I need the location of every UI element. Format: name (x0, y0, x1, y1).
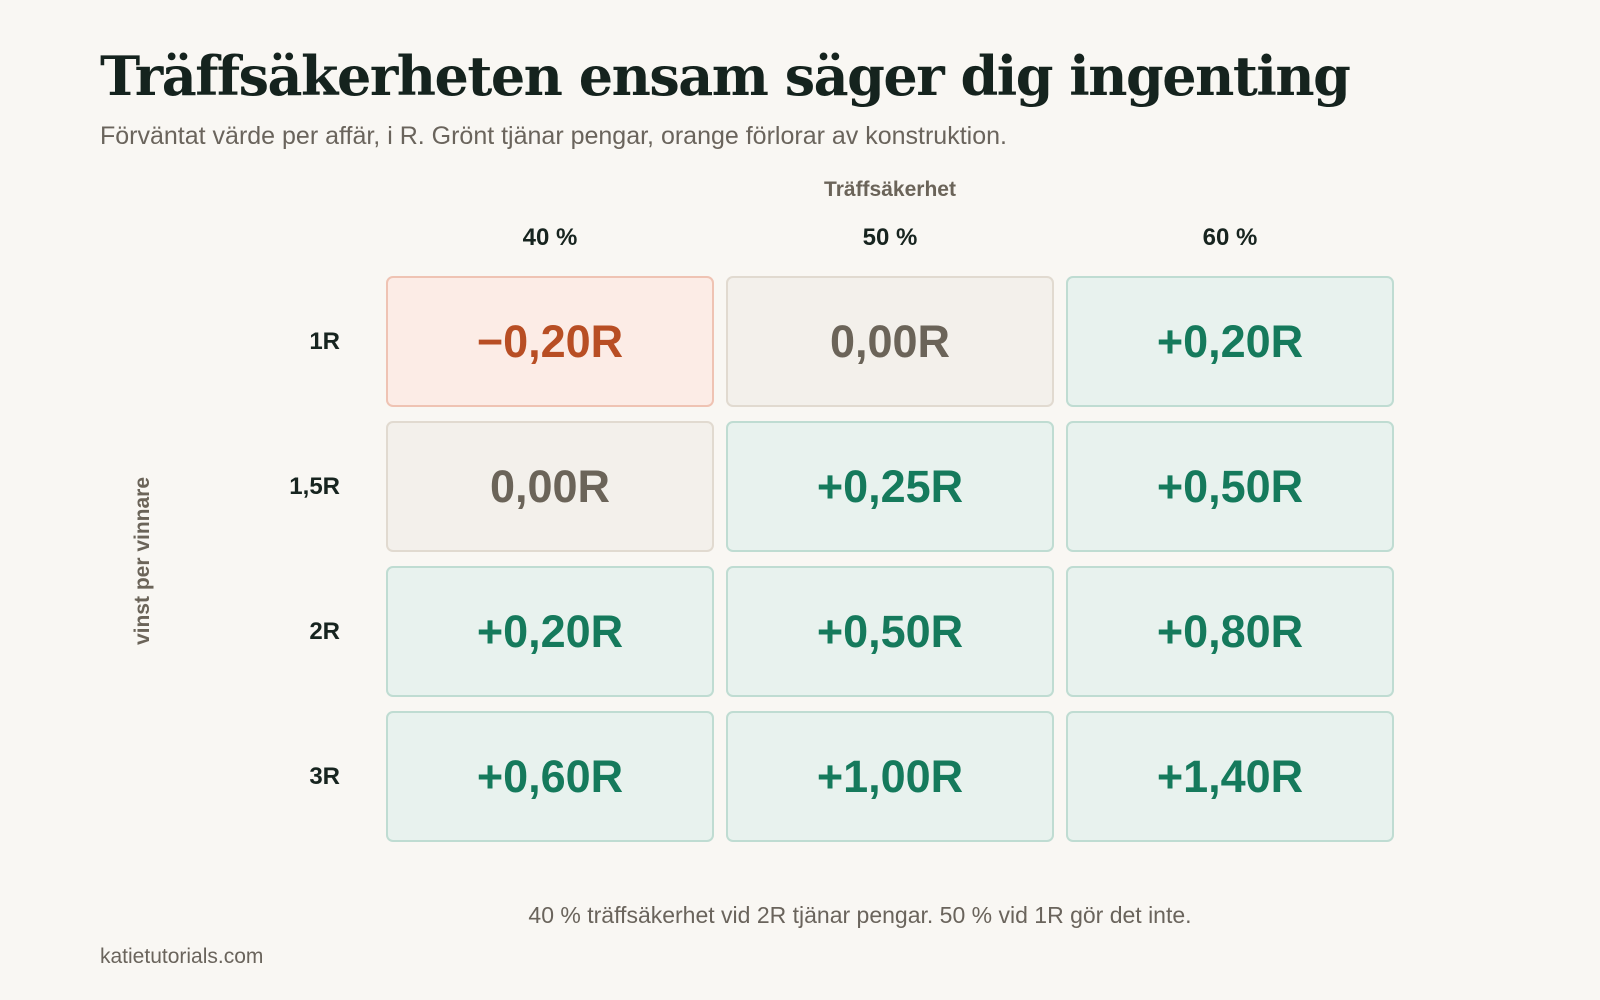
column-header: 60 % (1202, 224, 1258, 251)
heatmap-cell: +0,60R (386, 711, 714, 842)
row-header: 3R (309, 763, 340, 790)
x-axis-title: Träffsäkerhet (824, 178, 956, 201)
chart-subtitle: Förväntat värde per affär, i R. Grönt tj… (100, 122, 1007, 150)
heatmap-cell: +0,25R (726, 421, 1054, 552)
row-header: 2R (309, 618, 340, 645)
heatmap-cell: +1,40R (1066, 711, 1394, 842)
column-header: 50 % (862, 224, 918, 251)
y-axis-title: vinst per vinnare (131, 476, 154, 646)
row-header: 1,5R (289, 473, 340, 500)
heatmap-cell: 0,00R (726, 276, 1054, 407)
heatmap-cell: +0,20R (1066, 276, 1394, 407)
chart-title: Träffsäkerheten ensam säger dig ingentin… (100, 44, 1351, 108)
heatmap-cell: +0,50R (726, 566, 1054, 697)
heatmap-cell: +0,80R (1066, 566, 1394, 697)
heatmap-cell: 0,00R (386, 421, 714, 552)
column-header: 40 % (522, 224, 578, 251)
heatmap-cell: +1,00R (726, 711, 1054, 842)
source-credit: katietutorials.com (100, 945, 264, 968)
row-header: 1R (309, 328, 340, 355)
chart-caption: 40 % träffsäkerhet vid 2R tjänar pengar.… (528, 902, 1192, 928)
heatmap-cell: +0,20R (386, 566, 714, 697)
heatmap-cell: +0,50R (1066, 421, 1394, 552)
heatmap-cell: −0,20R (386, 276, 714, 407)
